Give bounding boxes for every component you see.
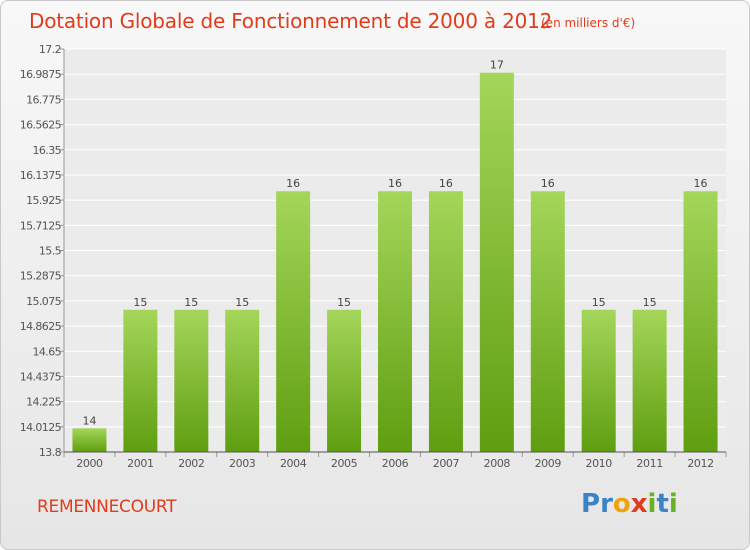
logo-letter: i (668, 489, 678, 519)
x-tick-label: 2007 (433, 457, 460, 470)
x-tick-label: 2003 (229, 457, 256, 470)
proxiti-logo[interactable]: Proxiti (581, 489, 678, 519)
bar (378, 191, 412, 452)
x-tick-label: 2010 (585, 457, 612, 470)
y-axis-ticks: 13.8 14.0125 14.225 14.4375 14.65 14.8625 15.0… (20, 43, 64, 459)
x-tick-label: 2002 (178, 457, 204, 470)
y-tick-label: 16.35 (33, 144, 62, 157)
bar (530, 191, 565, 452)
y-tick-label: 16.9875 (20, 68, 62, 81)
y-tick-label: 13.8 (39, 446, 62, 459)
bar-value-label: 15 (184, 296, 198, 309)
logo-letter: i (647, 489, 657, 519)
x-tick-label: 2006 (382, 457, 409, 470)
bar (276, 191, 311, 452)
logo-letter: t (656, 489, 669, 519)
bar (174, 309, 209, 452)
x-tick-label: 2004 (280, 457, 307, 470)
y-tick-label: 15.5 (39, 245, 62, 258)
logo-letter: o (612, 489, 631, 519)
chart-title: Dotation Globale de Fonctionnement de 20… (29, 9, 553, 33)
bar-value-label: 16 (286, 177, 300, 190)
bar-value-label: 16 (694, 177, 708, 190)
y-tick-label: 16.775 (26, 93, 61, 106)
x-tick-label: 2012 (687, 457, 713, 470)
y-tick-label: 15.925 (26, 194, 61, 207)
bar-value-label: 15 (133, 296, 147, 309)
y-tick-label: 15.7125 (20, 219, 62, 232)
bar-value-label: 15 (592, 296, 606, 309)
x-tick-label: 2005 (331, 457, 358, 470)
bar (428, 191, 463, 452)
bar-value-label: 15 (337, 296, 351, 309)
y-tick-label: 16.5625 (20, 119, 62, 132)
x-axis-ticks: 2000 2001 2002 2003 2004 2005 2006 2007 2008 2009… (63, 452, 727, 470)
y-tick-label: 14.4375 (20, 370, 62, 383)
bar-value-label: 16 (541, 177, 555, 190)
bar (327, 309, 362, 452)
municipality-name: REMENNECOURT (37, 497, 177, 517)
y-tick-label: 16.1375 (20, 169, 62, 182)
y-tick-label: 15.2875 (20, 270, 62, 283)
bar (683, 191, 718, 452)
bar (479, 72, 514, 453)
logo-letter: r (600, 489, 613, 519)
bars: 14 15 15 15 16 15 16 16 17 16 15 15 16 (72, 59, 718, 453)
logo-letter: x (630, 489, 648, 519)
logo-letter: P (581, 489, 601, 519)
x-tick-label: 2009 (535, 457, 562, 470)
bar (123, 309, 158, 452)
bar-value-label: 16 (439, 177, 453, 190)
bar-value-label: 15 (643, 296, 657, 309)
y-tick-label: 14.0125 (20, 421, 62, 434)
bar (632, 309, 667, 452)
y-tick-label: 14.65 (33, 345, 62, 358)
x-tick-label: 2000 (76, 457, 103, 470)
bar-value-label: 15 (235, 296, 249, 309)
y-tick-label: 17.2 (39, 43, 61, 56)
x-tick-label: 2001 (127, 457, 153, 470)
chart-unit: (en milliers d'€) (541, 16, 636, 30)
bar (581, 309, 616, 452)
bar-value-label: 14 (82, 414, 96, 427)
x-tick-label: 2008 (484, 457, 511, 470)
y-tick-label: 15.075 (26, 295, 61, 308)
bar-value-label: 17 (490, 59, 504, 72)
bar-value-label: 16 (388, 177, 402, 190)
bar (72, 428, 107, 452)
bar (225, 309, 260, 452)
y-tick-label: 14.225 (26, 396, 61, 409)
y-tick-label: 14.8625 (20, 320, 62, 333)
x-tick-label: 2011 (636, 457, 662, 470)
